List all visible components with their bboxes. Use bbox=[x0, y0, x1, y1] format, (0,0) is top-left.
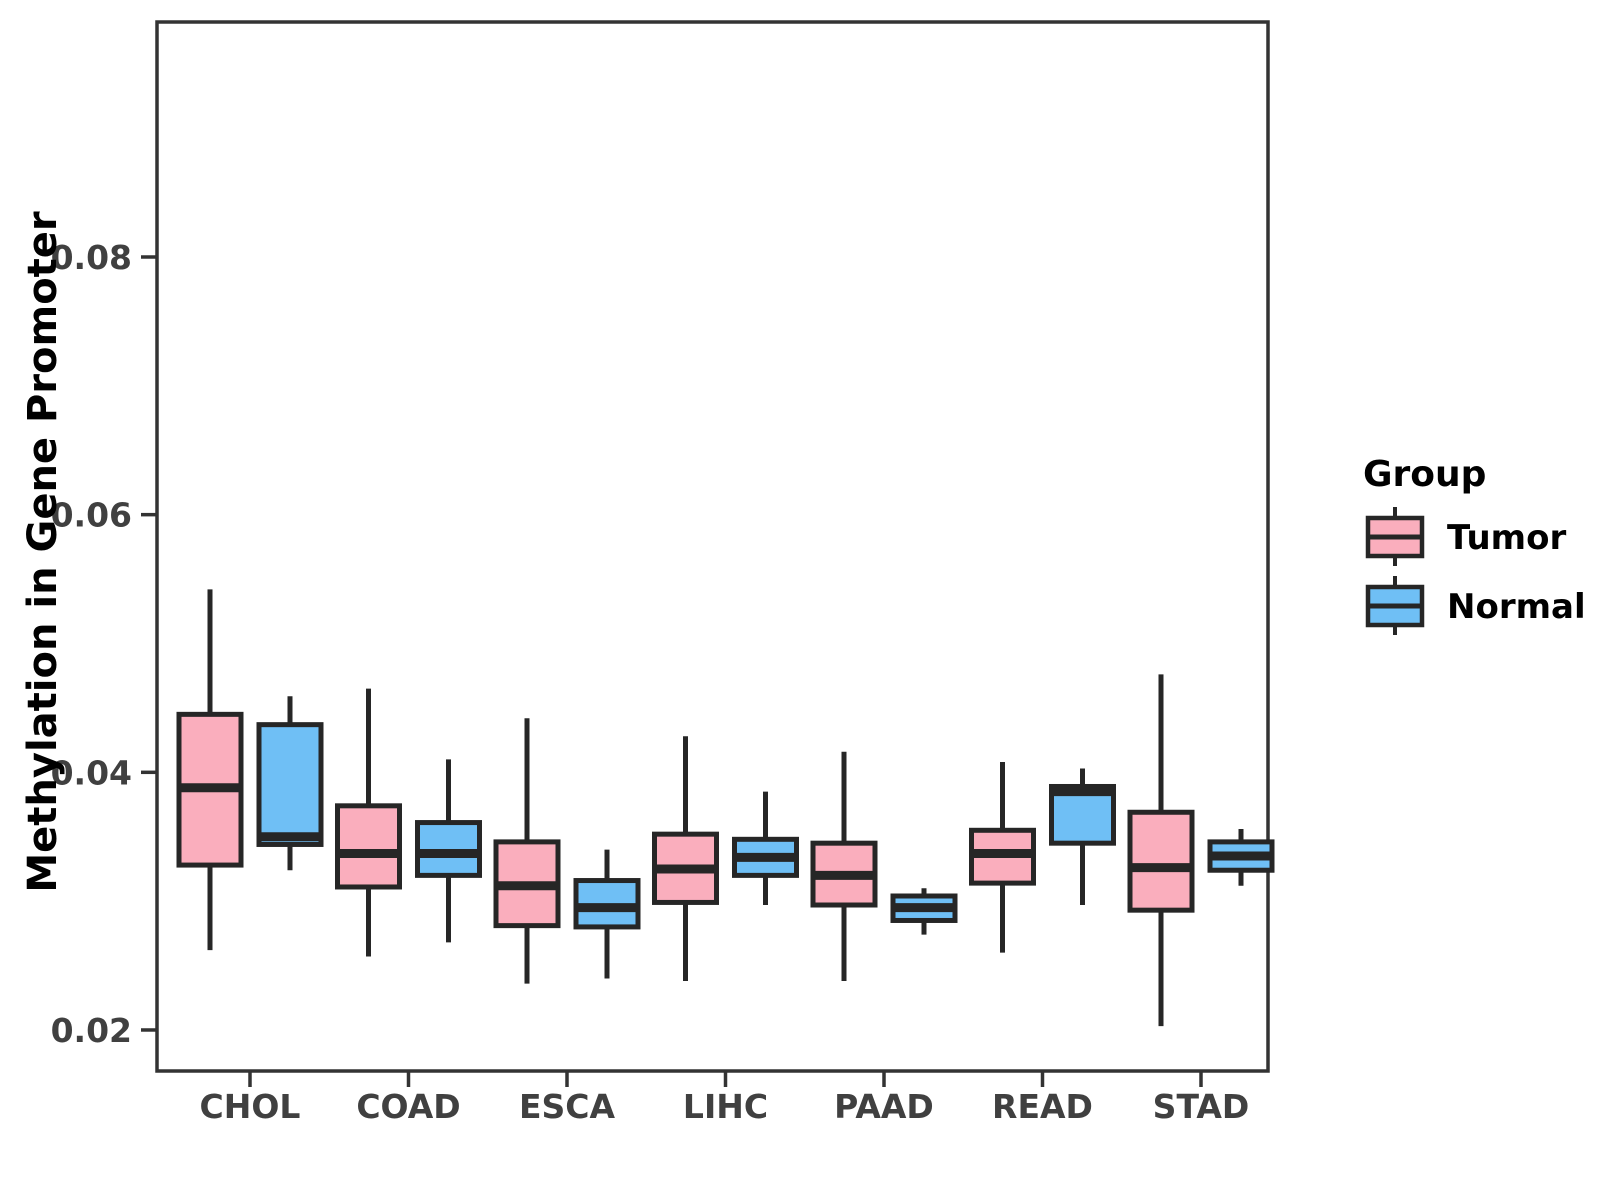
x-tick-label-coad: COAD bbox=[356, 1087, 460, 1126]
legend-tumor-label: Tumor bbox=[1447, 518, 1566, 558]
y-axis-title: Methylation in Gene Promoter bbox=[20, 211, 66, 893]
y-tick-label: 0.02 bbox=[51, 1011, 132, 1050]
box-tumor-stad bbox=[1127, 809, 1195, 913]
legend: Group Tumor Normal bbox=[1363, 454, 1586, 635]
y-tick-label: 0.08 bbox=[51, 238, 132, 277]
y-tick-label: 0.06 bbox=[51, 496, 132, 535]
x-tick-label-esca: ESCA bbox=[519, 1087, 616, 1126]
legend-entry-tumor: Tumor bbox=[1365, 507, 1566, 566]
box-normal-coad bbox=[415, 820, 482, 878]
legend-entry-normal: Normal bbox=[1365, 576, 1586, 635]
x-tick-label-chol: CHOL bbox=[200, 1087, 301, 1126]
x-tick-label-paad: PAAD bbox=[834, 1087, 934, 1126]
plot-content: 0.08 0.06 0.04 0.02 CHOL COAD ESCA LIHC PAAD READ… bbox=[51, 238, 1275, 1126]
box-tumor-coad bbox=[335, 803, 402, 890]
legend-title: Group bbox=[1363, 454, 1486, 495]
plot-panel-border bbox=[155, 20, 1270, 1073]
legend-normal-label: Normal bbox=[1447, 587, 1586, 627]
x-tick-label-lihc: LIHC bbox=[683, 1087, 768, 1126]
y-tick-label: 0.04 bbox=[51, 753, 132, 792]
x-tick-label-stad: STAD bbox=[1153, 1087, 1250, 1126]
box-normal-chol bbox=[256, 722, 324, 847]
x-tick-label-read: READ bbox=[992, 1087, 1093, 1126]
